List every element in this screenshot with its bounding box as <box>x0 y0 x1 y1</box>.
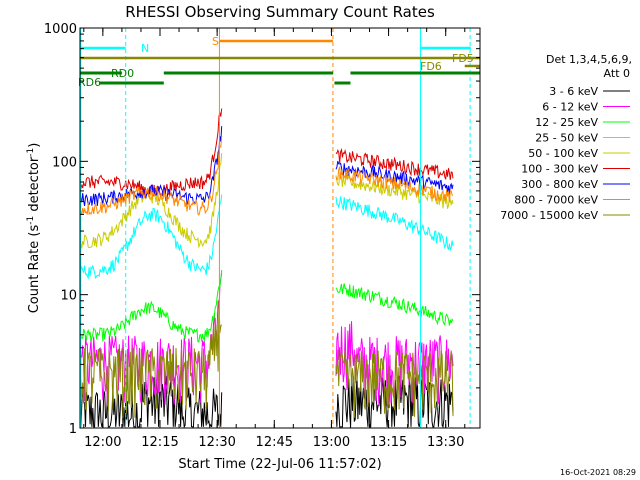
y-axis-label-sup2: -1 <box>26 148 36 157</box>
y-axis-label: Count Rate (s-1 detector-1) <box>26 143 42 314</box>
x-tick-label-1: 12:15 <box>141 435 178 450</box>
series-line-4-segment-0 <box>79 153 223 249</box>
y-tick-label-1: 10 <box>60 289 77 304</box>
x-tick-label-6: 13:30 <box>427 435 464 450</box>
series-line-5-segment-1 <box>335 147 454 180</box>
legend-entry-4: 50 - 100 keV <box>528 147 598 160</box>
series-line-2-segment-1 <box>335 283 454 327</box>
y-axis-ticks: 1 10 100 1000 <box>44 22 480 437</box>
chart-title: RHESSI Observing Summary Count Rates <box>125 3 435 21</box>
y-tick-label-0: 1 <box>69 422 77 437</box>
series-line-3-segment-0 <box>79 194 223 280</box>
x-tick-label-4: 13:00 <box>313 435 350 450</box>
legend-entry-8: 7000 - 15000 keV <box>500 209 598 222</box>
flag-label-saa: S <box>212 35 219 48</box>
y-axis-label-sup1: -1 <box>26 216 36 225</box>
y-tick-label-2: 100 <box>52 155 77 170</box>
series-50-to-100keV <box>79 153 454 249</box>
detectors-label: Det 1,3,4,5,6,9, <box>546 53 632 66</box>
x-tick-label-3: 12:45 <box>256 435 293 450</box>
series-12-to-25keV <box>79 269 454 343</box>
y-axis-label-end: ) <box>27 143 42 148</box>
attenuator-label: Att 0 <box>604 67 630 80</box>
flag-label-fd5: FD5 <box>452 52 474 65</box>
series-line-6-segment-1 <box>335 160 454 195</box>
series-100-to-300keV <box>79 108 454 198</box>
y-tick-label-3: 1000 <box>44 22 77 37</box>
series-line-0-segment-1 <box>335 374 454 429</box>
series-line-6-segment-0 <box>79 126 223 206</box>
x-tick-label-2: 12:30 <box>198 435 235 450</box>
series-7000-to-15000keV <box>79 299 454 419</box>
series-line-7-segment-0 <box>79 135 223 216</box>
plot-area: N S FD5 FD6 RD0 RD6 <box>78 27 481 429</box>
series-line-7-segment-1 <box>335 166 454 203</box>
series-25-to-50keV <box>79 194 454 280</box>
series-line-5-segment-0 <box>79 108 223 198</box>
series-line-8-segment-0 <box>79 299 223 419</box>
series-line-3-segment-1 <box>335 196 454 252</box>
y-axis-label-mid: detector <box>27 156 42 216</box>
series-800-to-7000keV <box>79 135 454 216</box>
series-line-8-segment-1 <box>335 349 454 418</box>
footer-timestamp: 16-Oct-2021 08:29 <box>560 468 636 477</box>
legend: 3 - 6 keV 6 - 12 keV 12 - 25 keV 25 - 50 ke… <box>500 85 630 222</box>
series-line-2-segment-0 <box>79 269 223 343</box>
legend-entry-0: 3 - 6 keV <box>549 85 598 98</box>
legend-entry-7: 800 - 7000 keV <box>514 194 598 207</box>
x-axis-ticks: 12:00 12:15 12:30 12:45 13:00 13:15 13:30 <box>83 28 466 450</box>
legend-entry-2: 12 - 25 keV <box>535 116 598 129</box>
legend-entry-3: 25 - 50 keV <box>535 132 598 145</box>
flag-label-fd6: FD6 <box>420 60 442 73</box>
y-axis-label-main: Count Rate (s <box>27 225 42 314</box>
x-axis-label: Start Time (22-Jul-06 11:57:02) <box>178 457 381 472</box>
legend-entry-5: 100 - 300 keV <box>521 163 598 176</box>
flag-label-night: N <box>141 42 149 55</box>
plot-frame <box>79 27 481 429</box>
flag-label-rd6: RD6 <box>78 76 101 89</box>
x-tick-label-0: 12:00 <box>84 435 121 450</box>
x-tick-label-5: 13:15 <box>370 435 407 450</box>
legend-entry-1: 6 - 12 keV <box>542 101 598 114</box>
series-line-4-segment-1 <box>335 173 454 209</box>
flag-label-rd0: RD0 <box>111 67 134 80</box>
legend-entry-6: 300 - 800 keV <box>521 178 598 191</box>
series-300-to-800keV <box>79 126 454 206</box>
